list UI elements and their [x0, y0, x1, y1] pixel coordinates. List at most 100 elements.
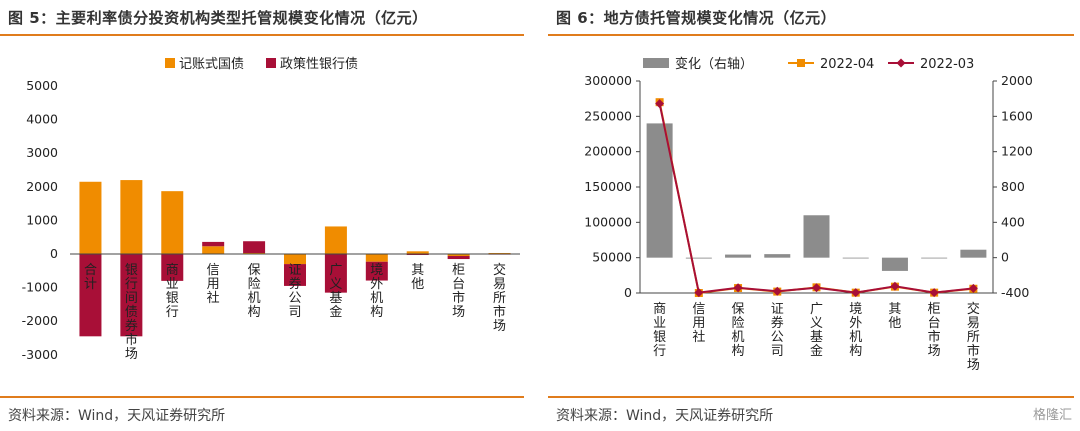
legend-label-2022-04: 2022-04: [820, 57, 874, 72]
x-category-label: 交易所市场: [493, 262, 506, 334]
legend-marker-2022-04: [797, 59, 805, 67]
bar-policy-bank-1: [120, 254, 143, 337]
bar-policy-bank-5: [284, 264, 306, 286]
x-category-label: 广义基金: [329, 263, 342, 320]
change-bar-4: [803, 215, 830, 258]
x-category-label: 境外机构: [849, 302, 862, 359]
bar-treasury-3: [202, 246, 225, 254]
line-series-2022-03: [658, 103, 974, 294]
change-bar-1: [685, 257, 712, 259]
line-series-2022-04: [658, 101, 974, 295]
x-category-label: 保险机构: [732, 302, 745, 359]
right-figure-title: 图 6：地方债托管规模变化情况（亿元）: [556, 9, 837, 27]
legend-label-1: 政策性银行债: [280, 56, 358, 72]
left-y-tick-label: 250000: [584, 108, 632, 123]
x-category-label: 银行间债券市场: [125, 263, 138, 362]
legend-label-change: 变化（右轴）: [675, 56, 753, 72]
x-category-label: 境外机构: [370, 263, 383, 320]
legend-label-2022-03: 2022-03: [920, 57, 974, 72]
change-bar-8: [960, 249, 987, 258]
right-source-rule: [548, 396, 1074, 398]
marker-2022-03-0: [655, 99, 665, 109]
x-category-label: 信用社: [207, 263, 220, 306]
right-y-tick-label: 1600: [1001, 108, 1033, 123]
y-tick-label: -3000: [22, 347, 58, 362]
x-category-label: 信用社: [692, 302, 705, 345]
change-bar-6: [881, 257, 908, 271]
x-category-label: 其他: [411, 263, 424, 292]
bar-treasury-4: [243, 252, 266, 254]
right-y-tick-label: 1200: [1001, 144, 1033, 159]
right-y-tick-label: -400: [1001, 285, 1029, 300]
change-bar-2: [725, 254, 752, 258]
bar-policy-bank-6: [324, 254, 347, 293]
bar-treasury-5: [284, 254, 306, 265]
legend-swatch-change: [643, 58, 669, 68]
x-category-label: 商业银行: [166, 263, 179, 320]
change-bar-3: [764, 254, 791, 258]
bar-policy-bank-8: [406, 254, 429, 256]
bar-treasury-0: [79, 181, 102, 254]
marker-2022-03-8: [968, 283, 978, 293]
bar-treasury-1: [120, 180, 143, 254]
bar-treasury-7: [365, 254, 388, 262]
left-y-tick-label: 100000: [584, 214, 632, 229]
right-y-tick-label: 2000: [1001, 73, 1033, 88]
left-y-tick-label: 200000: [584, 144, 632, 159]
right-title-rule: [548, 34, 1074, 36]
legend-swatch-0: [165, 58, 175, 68]
right-y-tick-label: 800: [1001, 179, 1025, 194]
y-tick-label: 1000: [26, 212, 58, 227]
bar-treasury-6: [324, 226, 347, 254]
bar-policy-bank-0: [79, 254, 102, 337]
right-combo-chart: 300000 250000 200000 150000 100000 50000 0 2000…: [584, 56, 1033, 373]
left-bar-chart: 5000 4000 3000 2000 1000 0 -1000 -2000 -3000 合计银行…: [22, 56, 520, 362]
x-category-label: 证券公司: [288, 263, 301, 320]
x-category-label: 合计: [84, 263, 97, 292]
left-y-tick-label: 50000: [592, 250, 632, 265]
bar-treasury-2: [161, 191, 184, 254]
y-tick-label: -1000: [22, 280, 58, 295]
x-category-label: 柜台市场: [452, 263, 465, 320]
bar-treasury-10: [488, 252, 511, 254]
x-category-label: 商业银行: [653, 302, 666, 359]
change-bar-5: [842, 257, 869, 259]
legend-marker-2022-03: [896, 58, 906, 68]
left-y-tick-label: 300000: [584, 73, 632, 88]
y-tick-label: -2000: [22, 313, 58, 328]
bar-treasury-9: [447, 254, 470, 257]
bar-policy-bank-2: [161, 254, 184, 281]
x-category-label: 广义基金: [810, 302, 823, 359]
legend-label-0: 记账式国债: [179, 57, 244, 72]
right-source-note: 资料来源：Wind，天风证券研究所: [556, 408, 774, 424]
watermark-logo: 格隆汇: [1032, 408, 1072, 423]
left-title-rule: [0, 34, 524, 36]
change-bar-7: [921, 257, 948, 259]
marker-2022-03-7: [929, 288, 939, 298]
x-category-label: 证券公司: [771, 302, 784, 359]
left-y-tick-label: 150000: [584, 179, 632, 194]
marker-2022-03-4: [812, 283, 821, 293]
x-category-label: 其他: [888, 302, 901, 331]
left-source-rule: [0, 396, 524, 398]
marker-2022-03-5: [851, 288, 861, 298]
right-figure-panel: 图 6：地方债托管规模变化情况（亿元） 300000 250000 200000 15…: [548, 0, 1080, 431]
y-tick-label: 0: [50, 246, 58, 261]
marker-2022-03-1: [694, 288, 704, 298]
bar-policy-bank-3: [202, 241, 225, 247]
marker-2022-03-3: [772, 286, 782, 296]
legend-swatch-1: [266, 58, 276, 68]
y-tick-label: 5000: [26, 78, 58, 93]
left-figure-panel: 图 5：主要利率债分投资机构类型托管规模变化情况（亿元） 5000 4000 300…: [0, 0, 530, 431]
left-y-tick-label: 0: [624, 285, 632, 300]
x-category-label: 交易所市场: [967, 301, 980, 373]
left-figure-title: 图 5：主要利率债分投资机构类型托管规模变化情况（亿元）: [8, 9, 428, 27]
bar-treasury-8: [406, 251, 429, 254]
x-category-label: 柜台市场: [928, 302, 941, 359]
bar-policy-bank-9: [447, 256, 470, 260]
right-y-tick-label: 0: [1001, 250, 1009, 265]
y-tick-label: 3000: [26, 145, 58, 160]
y-tick-label: 4000: [26, 112, 58, 127]
left-source-note: 资料来源：Wind，天风证券研究所: [8, 408, 226, 424]
right-y-tick-label: 400: [1001, 214, 1025, 229]
